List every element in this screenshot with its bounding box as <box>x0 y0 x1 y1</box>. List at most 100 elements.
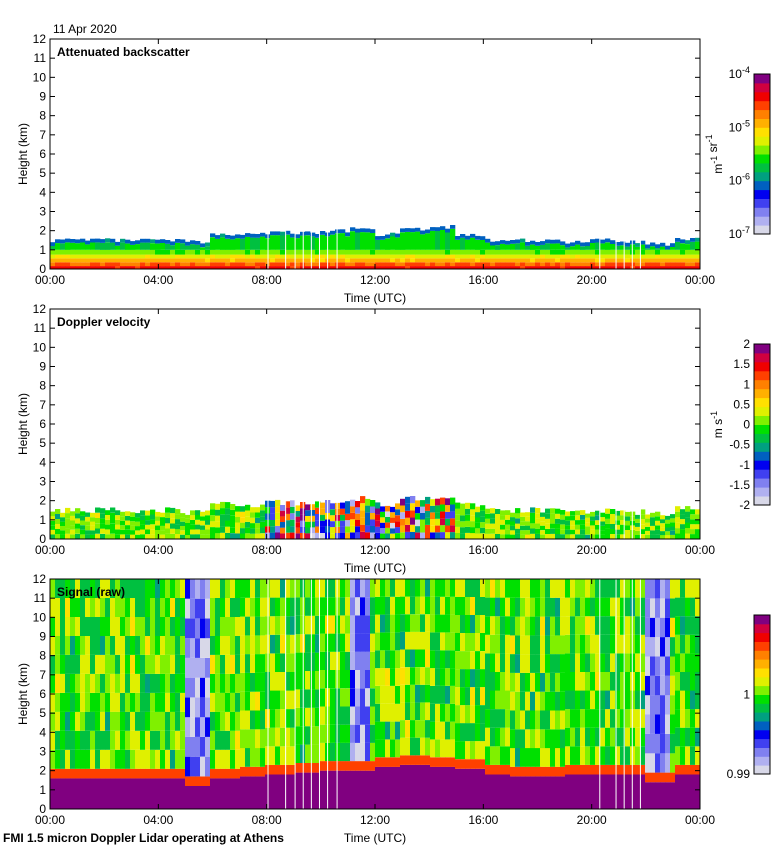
heatmap-cell <box>550 243 556 250</box>
heatmap-cell <box>470 705 476 724</box>
heatmap-cell <box>230 598 236 617</box>
heatmap-cell <box>585 764 591 775</box>
heatmap-column <box>525 512 531 539</box>
heatmap-cell <box>225 514 231 521</box>
heatmap-cell <box>105 238 111 243</box>
heatmap-cell <box>530 266 536 269</box>
heatmap-column <box>470 233 476 269</box>
heatmap-cell <box>115 524 121 530</box>
heatmap-cell <box>135 526 141 531</box>
heatmap-cell <box>235 238 241 250</box>
velocity-x-ticks: 00:00 04:00 08:00 12:00 16:00 20:00 00:00 <box>35 309 715 557</box>
heatmap-cell <box>475 741 481 760</box>
heatmap-cell <box>525 516 531 522</box>
heatmap-column <box>680 579 686 809</box>
heatmap-cell <box>310 521 316 528</box>
heatmap-cell <box>615 534 621 539</box>
heatmap-cell <box>410 667 416 685</box>
heatmap-cell <box>135 254 141 259</box>
heatmap-cell <box>235 598 241 617</box>
heatmap-cell <box>105 579 111 598</box>
heatmap-cell <box>485 518 491 524</box>
heatmap-cell <box>175 249 181 255</box>
heatmap-cell <box>455 532 461 539</box>
heatmap-cell <box>560 710 566 730</box>
heatmap-cell <box>610 254 616 259</box>
heatmap-cell <box>415 720 421 738</box>
heatmap-cell <box>650 246 656 250</box>
heatmap-cell <box>165 579 171 598</box>
heatmap-cell <box>595 727 601 747</box>
heatmap-cell <box>485 249 491 255</box>
heatmap-cell <box>330 258 336 263</box>
heatmap-cell <box>430 766 436 809</box>
heatmap-cell <box>125 579 131 598</box>
heatmap-cell <box>135 768 141 779</box>
heatmap-cell <box>525 579 531 598</box>
heatmap-cell <box>410 262 416 267</box>
heatmap-cell <box>605 709 611 728</box>
heatmap-cell <box>670 733 676 754</box>
heatmap-cell <box>680 243 686 250</box>
heatmap-cell <box>340 670 346 689</box>
heatmap-cell <box>225 579 231 598</box>
heatmap-cell <box>560 579 566 598</box>
heatmap-cell <box>380 579 386 597</box>
heatmap-cell <box>155 266 161 269</box>
heatmap-cell <box>420 254 426 259</box>
heatmap-cell <box>430 721 436 740</box>
heatmap-cell <box>60 749 66 769</box>
heatmap-cell <box>610 672 616 691</box>
heatmap-cell <box>65 635 71 655</box>
heatmap-cell <box>385 505 391 512</box>
heatmap-cell <box>160 711 166 731</box>
heatmap-column <box>190 240 196 269</box>
heatmap-cell <box>100 673 106 693</box>
heatmap-cell <box>500 709 506 728</box>
heatmap-cell <box>370 688 376 707</box>
heatmap-cell <box>460 237 466 250</box>
heatmap-cell <box>230 692 236 712</box>
heatmap-cell <box>125 525 131 530</box>
heatmap-cell <box>350 761 356 771</box>
heatmap-cell <box>650 512 656 518</box>
heatmap-cell <box>250 672 256 692</box>
heatmap-cell <box>385 528 391 534</box>
heatmap-cell <box>110 692 116 712</box>
heatmap-cell <box>675 634 681 654</box>
heatmap-cell <box>120 635 126 655</box>
heatmap-cell <box>185 514 191 519</box>
heatmap-cell <box>645 526 651 531</box>
heatmap-cell <box>395 614 401 633</box>
heatmap-cell <box>545 513 551 519</box>
heatmap-cell <box>510 672 516 692</box>
heatmap-cell <box>65 730 71 750</box>
heatmap-column <box>530 579 536 809</box>
heatmap-column <box>50 579 56 809</box>
heatmap-cell <box>300 744 306 763</box>
heatmap-cell <box>335 742 341 762</box>
heatmap-cell <box>490 653 496 672</box>
heatmap-cell <box>650 637 656 657</box>
heatmap-cell <box>185 786 191 809</box>
heatmap-cell <box>465 633 471 651</box>
heatmap-cell <box>250 237 256 250</box>
y-tick-label: 0 <box>39 532 46 546</box>
heatmap-cell <box>185 638 191 658</box>
heatmap-cell <box>320 502 326 509</box>
heatmap-cell <box>660 254 666 259</box>
heatmap-column <box>465 502 471 539</box>
heatmap-cell <box>85 711 91 731</box>
heatmap-cell <box>480 236 486 240</box>
heatmap-cell <box>425 258 431 263</box>
heatmap-cell <box>605 690 611 710</box>
heatmap-cell <box>250 635 256 655</box>
heatmap-column <box>605 508 611 539</box>
heatmap-cell <box>145 579 151 598</box>
heatmap-cell <box>270 532 276 539</box>
heatmap-cell <box>575 579 581 598</box>
heatmap-cell <box>525 254 531 259</box>
heatmap-cell <box>280 258 286 263</box>
heatmap-cell <box>280 597 286 617</box>
